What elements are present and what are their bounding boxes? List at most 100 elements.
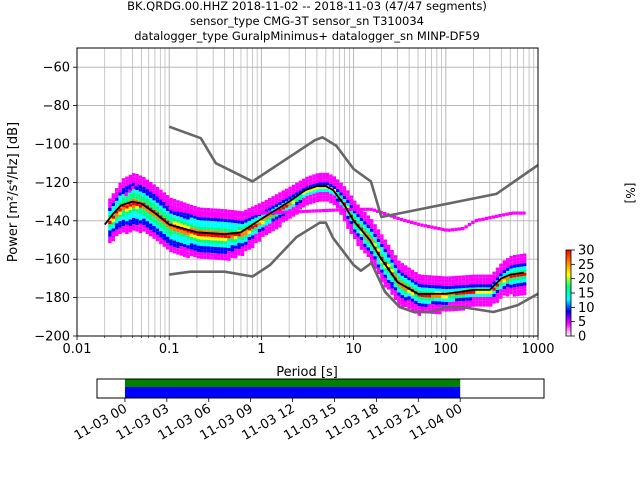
heat-cell: [512, 293, 517, 297]
y-tick-label: −180: [34, 291, 70, 306]
heat-cell: [373, 227, 377, 231]
title-line: sensor_type CMG-3T sensor_sn T310034: [190, 14, 424, 28]
heat-cell-outlier: [352, 207, 356, 211]
heat-cell: [407, 293, 411, 297]
heat-cell: [424, 281, 428, 285]
heat-cell: [135, 196, 139, 200]
heat-cell: [438, 282, 442, 286]
heat-cell: [200, 255, 204, 259]
heat-cell: [312, 190, 316, 194]
heat-cell: [206, 246, 211, 250]
heat-cell: [373, 253, 377, 257]
heat-cell: [400, 295, 404, 299]
heat-cell: [315, 186, 319, 190]
heat-cell: [465, 278, 469, 282]
heat-cell: [363, 240, 367, 244]
heat-cell: [387, 273, 391, 277]
heat-cell: [115, 229, 119, 233]
heat-cell: [472, 300, 476, 304]
heat-cell: [523, 279, 527, 283]
heat-cell: [166, 217, 170, 221]
heat-cell: [458, 301, 462, 305]
heat-cell: [499, 266, 503, 270]
heat-cell: [431, 304, 435, 308]
heat-cell: [451, 301, 455, 305]
heat-cell: [305, 199, 309, 203]
y-axis-ticks: −60−80−100−120−140−160−180−200: [34, 61, 77, 345]
heat-cell: [193, 215, 197, 219]
heat-cell: [397, 273, 401, 277]
heat-cell: [516, 289, 520, 293]
heat-cell: [489, 297, 493, 301]
heat-cell: [349, 217, 353, 222]
heat-cell: [135, 228, 139, 232]
heat-cell: [257, 238, 262, 242]
heat-cell: [138, 181, 143, 186]
heat-cell: [373, 249, 377, 253]
heat-cell: [458, 278, 462, 282]
heat-cell: [149, 201, 153, 205]
heat-cell-outlier: [396, 216, 400, 221]
coverage-bar-lower: [124, 387, 461, 398]
heat-cell: [492, 300, 496, 304]
heat-cell: [485, 274, 489, 278]
heat-cell: [166, 236, 170, 240]
heat-cell: [132, 179, 136, 183]
heat-cell: [509, 275, 513, 279]
heat-cell: [342, 211, 347, 215]
heat-cell: [465, 284, 469, 288]
heat-cell: [417, 293, 421, 297]
heat-cell: [159, 231, 163, 235]
heat-cell: [465, 300, 469, 304]
heat-cell: [288, 205, 292, 210]
heat-cell: [366, 247, 370, 251]
heat-cell: [434, 275, 438, 279]
heat-cell-outlier: [175, 208, 179, 212]
heat-cell: [393, 296, 398, 300]
heat-cell: [261, 204, 265, 209]
heat-cell: [485, 297, 489, 301]
heat-cell: [234, 210, 238, 214]
heat-cell: [237, 226, 241, 230]
heat-cell: [444, 279, 449, 283]
heat-cell: [298, 193, 302, 197]
heat-cell: [169, 233, 173, 237]
heat-cell: [274, 213, 279, 217]
heat-cell: [145, 221, 149, 225]
heat-cell: [482, 277, 486, 281]
heat-cell: [142, 228, 146, 232]
heat-cell: [359, 224, 364, 228]
heat-cell: [247, 230, 251, 234]
heat-cell: [169, 239, 173, 243]
heat-cell-outlier: [437, 227, 441, 231]
heat-cell: [390, 256, 394, 260]
heat-cell: [162, 237, 166, 241]
heat-cell: [268, 223, 272, 227]
heat-cell: [298, 199, 302, 204]
heat-cell: [261, 227, 265, 231]
heat-cell: [448, 285, 452, 290]
heat-cell: [247, 233, 251, 237]
heat-cell: [132, 224, 136, 228]
heat-cell: [499, 295, 503, 299]
mode-curve: [104, 185, 524, 295]
heat-cell: [162, 195, 166, 199]
heat-cell: [519, 266, 523, 270]
heat-cell: [322, 172, 326, 176]
heat-cell: [349, 211, 353, 215]
heat-cell: [370, 219, 374, 223]
heat-cell: [200, 220, 204, 224]
heat-cell: [169, 242, 173, 246]
heat-cell: [336, 205, 340, 209]
coverage-frame: [96, 378, 545, 399]
heat-cell: [346, 219, 350, 223]
heat-cell: [414, 294, 418, 298]
heat-cell: [485, 281, 489, 285]
heat-cell: [353, 210, 357, 214]
heat-cell: [509, 265, 513, 269]
heat-cell: [264, 203, 268, 207]
heat-cell: [393, 264, 398, 268]
heat-cell: [186, 226, 190, 230]
heat-cell: [145, 186, 149, 190]
y-tick-label: −100: [34, 138, 70, 153]
